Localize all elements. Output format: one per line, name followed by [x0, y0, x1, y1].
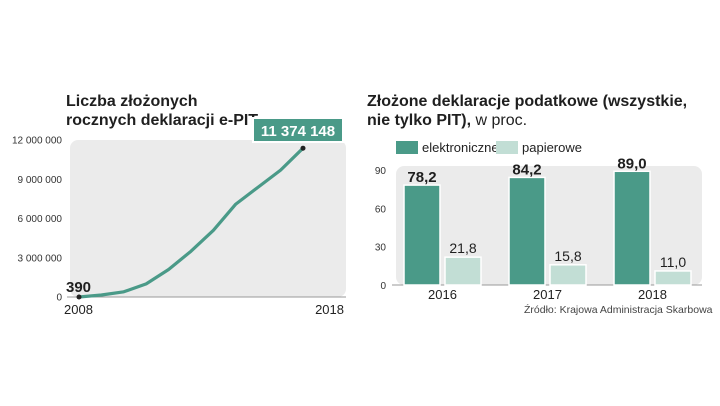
legend-label-papierowe: papierowe: [522, 140, 582, 155]
right-y-tick-label: 90: [375, 166, 387, 177]
bar-value-label: 15,8: [554, 248, 581, 264]
bar-papierowe-2017: [549, 264, 587, 286]
bar-value-label: 78,2: [407, 169, 436, 186]
left-x-tick-label: 2018: [315, 302, 344, 317]
right-title-line-2-light: w proc.: [471, 112, 528, 129]
right-title-line-2: nie tylko PIT), w proc.: [367, 111, 687, 130]
left-end-value-label: 11 374 148: [261, 123, 335, 140]
legend-swatch-elektroniczne: [396, 141, 418, 154]
right-chart-panel: [396, 166, 702, 285]
right-title-line-2-bold: nie tylko PIT),: [367, 112, 472, 129]
left-start-value-label: 390: [66, 279, 91, 296]
bar-value-label: 21,8: [449, 240, 476, 256]
source-note: Źródło: Krajowa Administracja Skarbowa: [524, 304, 713, 316]
right-x-tick-label-2016: 2016: [428, 287, 457, 302]
right-y-tick-label: 60: [375, 204, 387, 215]
right-chart-title: Złożone deklaracje podatkowe (wszystkie,…: [367, 92, 687, 130]
left-y-tick-label: 3 000 000: [18, 253, 63, 264]
right-y-tick-label: 30: [375, 243, 387, 254]
left-y-tick-label: 6 000 000: [18, 214, 63, 225]
left-x-tick-label: 2008: [64, 302, 93, 317]
left-end-value-box: [252, 117, 344, 143]
legend-swatch-papierowe: [496, 141, 518, 154]
right-title-line-1: Złożone deklaracje podatkowe (wszystkie,: [367, 93, 688, 110]
left-y-tick-label: 9 000 000: [18, 175, 63, 186]
bar-value-label: 89,0: [617, 155, 646, 172]
left-start-point: [76, 294, 82, 300]
left-title-line-2: rocznych deklaracji e-PIT: [66, 112, 259, 129]
bar-papierowe-2016: [444, 256, 482, 286]
bar-papierowe-2018: [654, 270, 692, 286]
left-series-line: [77, 146, 305, 299]
bar-elektroniczne-2018: [613, 170, 651, 286]
left-y-tick-label: 0: [56, 293, 62, 304]
left-chart-title: Liczba złożonych rocznych deklaracji e-P…: [66, 92, 258, 130]
left-chart-panel: [70, 140, 346, 297]
bar-elektroniczne-2017: [508, 176, 546, 286]
right-x-tick-label-2017: 2017: [533, 287, 562, 302]
bar-elektroniczne-2016: [403, 184, 441, 286]
bar-value-label: 84,2: [512, 161, 541, 178]
bar-value-label: 11,0: [660, 254, 686, 270]
right-x-tick-label-2018: 2018: [638, 287, 667, 302]
left-y-tick-label: 12 000 000: [12, 136, 62, 147]
left-title-line-1: Liczba złożonych: [66, 93, 198, 110]
right-y-tick-label: 0: [380, 281, 386, 292]
legend-label-elektroniczne: elektroniczne: [422, 140, 499, 155]
left-end-point: [300, 145, 306, 151]
